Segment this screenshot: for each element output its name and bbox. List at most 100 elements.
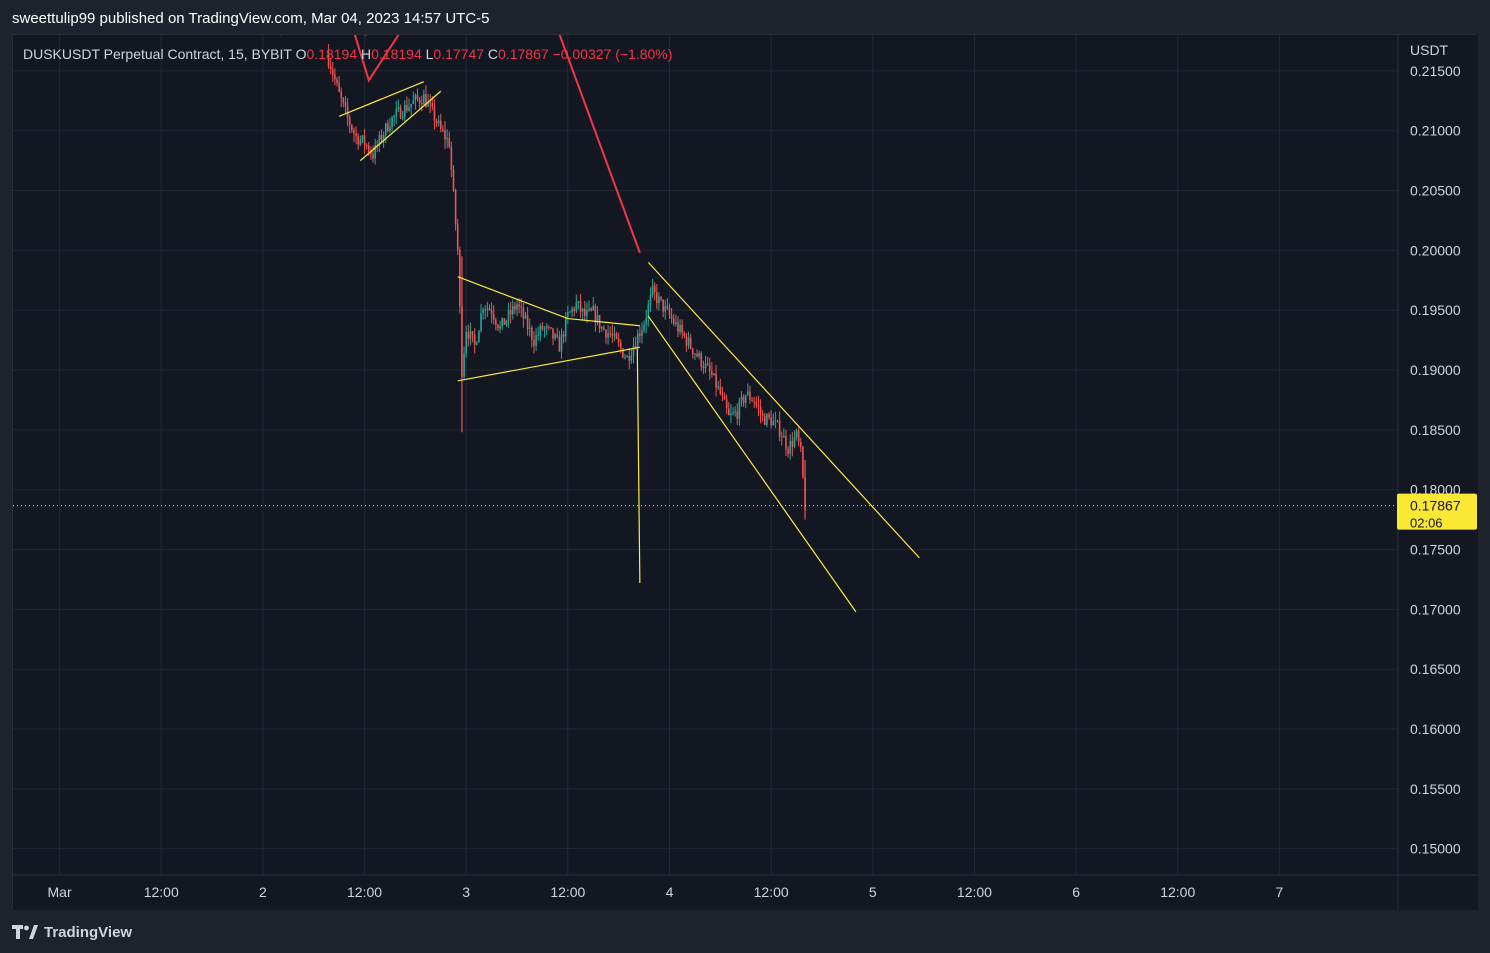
candle-body <box>677 322 679 332</box>
candle-body <box>346 106 349 118</box>
publisher-line: sweettulip99 published on TradingView.co… <box>12 10 490 27</box>
x-tick-label: 12:00 <box>347 884 382 900</box>
candle-body <box>666 305 669 308</box>
candle-body <box>524 315 527 319</box>
candle-body <box>613 333 616 336</box>
x-tick-label: 6 <box>1072 884 1080 900</box>
candle-body <box>380 134 383 141</box>
candle-body <box>581 308 584 312</box>
candle-body <box>484 309 487 311</box>
candle-body <box>700 353 703 367</box>
candle-body <box>545 326 548 329</box>
candle-body <box>658 296 660 304</box>
candle-body <box>543 328 546 330</box>
candle-body <box>391 117 393 128</box>
candle-body <box>393 115 395 118</box>
candle-body <box>799 442 802 447</box>
candle-body <box>367 145 370 152</box>
footer-brand: TradingView <box>12 920 132 944</box>
candle-body <box>586 310 588 317</box>
candle-body <box>596 315 599 323</box>
candle-body <box>603 327 605 330</box>
candle-body <box>359 139 362 145</box>
candle-body <box>395 109 398 116</box>
candle-body <box>622 348 624 358</box>
candle-body <box>444 130 446 140</box>
candle-body <box>594 306 597 323</box>
candle-body <box>683 332 686 337</box>
chart-area[interactable]: 0.21500 0.21000 0.20500 0.20000 0.19500 0.190… <box>12 34 1478 910</box>
candle-body <box>378 134 381 146</box>
candle-body <box>719 386 722 394</box>
candle-body <box>558 336 561 352</box>
candle-body <box>567 312 569 318</box>
candle-body <box>571 308 573 312</box>
trendline-drawing <box>647 315 857 613</box>
y-tick-label: 0.15500 <box>1410 781 1461 797</box>
countdown-label: 02:06 <box>1410 516 1443 531</box>
candle-body <box>403 104 406 117</box>
publish-header: sweettulip99 published on TradingView.co… <box>0 0 1490 34</box>
candle-body <box>522 307 525 319</box>
candle-body <box>577 301 580 303</box>
candle-body <box>469 331 472 339</box>
candle-body <box>374 144 376 159</box>
candle-body <box>509 310 512 315</box>
candle-body <box>751 399 753 402</box>
candle-body <box>753 401 756 403</box>
price-chart[interactable]: 0.21500 0.21000 0.20500 0.20000 0.19500 0.190… <box>13 35 1478 910</box>
candle-body <box>446 137 448 140</box>
x-tick-label: 12:00 <box>754 884 789 900</box>
legend-segment: C <box>488 46 498 62</box>
candle-body <box>365 144 368 146</box>
candle-body <box>632 346 635 356</box>
candle-body <box>607 333 609 338</box>
candle-body <box>588 308 590 311</box>
candle-body <box>715 373 717 388</box>
candle-body <box>399 106 402 119</box>
candle-body <box>617 338 620 343</box>
candle-body <box>785 435 787 449</box>
candle-body <box>723 395 726 400</box>
y-tick-label: 0.20500 <box>1410 183 1461 199</box>
legend-segment: 0.18194 <box>307 46 362 62</box>
candle-body <box>372 154 374 159</box>
candle-body <box>423 94 425 105</box>
candle-body <box>465 331 467 354</box>
candle-body <box>768 414 770 418</box>
candle-body <box>431 103 434 107</box>
candle-body <box>433 106 436 121</box>
candle-body <box>389 127 391 132</box>
candle-body <box>342 98 345 103</box>
candle-body <box>573 308 576 311</box>
candle-body <box>437 120 440 124</box>
candle-body <box>340 91 343 99</box>
candle-body <box>797 430 800 443</box>
candle-body <box>501 318 503 327</box>
candle-body <box>647 304 650 319</box>
x-tick-label: 12:00 <box>144 884 179 900</box>
candle-body <box>706 363 709 365</box>
candle-body <box>655 292 658 304</box>
x-tick-label: Mar <box>48 884 72 900</box>
candle-body <box>778 420 781 437</box>
candle-body <box>749 391 751 400</box>
candle-body <box>516 304 518 310</box>
candle-body <box>734 411 736 413</box>
candles <box>327 44 806 520</box>
candle-body <box>537 334 539 336</box>
candle-body <box>605 329 607 338</box>
legend-segment: H <box>361 46 371 62</box>
x-tick-label: 12:00 <box>957 884 992 900</box>
x-tick-label: 12:00 <box>550 884 585 900</box>
candle-body <box>789 440 792 454</box>
trendline-drawing <box>636 348 641 584</box>
candle-body <box>649 295 652 305</box>
candle-body <box>556 334 559 337</box>
last-price-label: 0.17867 <box>1410 498 1461 514</box>
legend-segment: −0.00327 (−1.80%) <box>553 46 673 62</box>
candle-body <box>511 305 514 315</box>
candle-body <box>791 440 794 447</box>
candle-body <box>770 417 772 426</box>
candle-body <box>670 315 673 319</box>
